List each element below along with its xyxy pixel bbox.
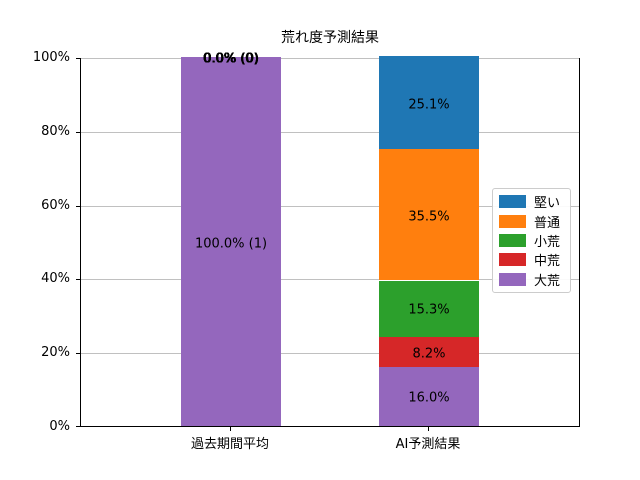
legend-item-大荒: 大荒 — [499, 270, 564, 289]
bar-segment-label: 0.0% (0) — [203, 51, 259, 67]
y-axis-tick-label: 60% — [41, 197, 70, 213]
bar-segment-大荒 — [181, 57, 281, 426]
y-axis-tick-mark — [76, 279, 80, 281]
plot-area: 100.0% (1) 0.0% (0) 0.0% (0) 0.0% (0) 0.0% (… — [80, 53, 580, 427]
legend-item-普通: 普通 — [499, 212, 564, 231]
legend-label: 小荒 — [534, 234, 561, 250]
legend-swatch — [499, 195, 526, 209]
bar-segment-label: 8.2% — [412, 346, 446, 362]
bar-segment-label: 15.3% — [408, 302, 450, 318]
gridline-20% — [81, 353, 579, 355]
legend-swatch — [499, 233, 526, 247]
legend-swatch — [499, 272, 526, 286]
bar-segment-小荒 — [379, 281, 479, 337]
legend-item-小荒: 小荒 — [499, 231, 564, 250]
y-axis-tick-mark — [76, 58, 80, 59]
bar-segment-label: 0.0% (0) — [203, 51, 259, 67]
y-axis-tick-mark — [76, 205, 80, 207]
legend-label: 普通 — [534, 215, 561, 231]
bar-segment-普通 — [379, 149, 479, 280]
x-axis-tick-mark — [230, 427, 231, 431]
y-axis-tick-mark — [76, 131, 80, 133]
y-axis-tick-mark — [76, 353, 80, 355]
legend-swatch — [499, 253, 526, 267]
x-axis-tick-mark — [428, 427, 429, 431]
legend: 堅い普通小荒中荒大荒 — [492, 188, 571, 293]
legend-label: 中荒 — [534, 254, 561, 270]
legend-item-堅い: 堅い — [499, 192, 564, 211]
y-axis-tick-label: 40% — [41, 271, 70, 287]
chart-title: 荒れ度予測結果 — [281, 30, 379, 46]
y-axis-tick-label: 100% — [32, 50, 70, 65]
legend-item-中荒: 中荒 — [499, 250, 564, 269]
gridline-40% — [81, 279, 579, 281]
bar-segment-中荒 — [379, 337, 479, 367]
y-axis-tick-label: 80% — [41, 123, 70, 139]
x-axis-tick-label: 過去期間平均 — [190, 437, 269, 452]
y-axis-tick-label: 20% — [41, 345, 70, 361]
y-axis-tick-label: 0% — [49, 419, 70, 434]
legend-label: 堅い — [534, 196, 561, 212]
bar-segment-label: 0.0% (0) — [203, 51, 259, 67]
bar-segment-label: 16.0% — [408, 390, 450, 406]
legend-swatch — [499, 214, 526, 228]
x-axis-tick-label: AI予測結果 — [395, 437, 461, 452]
gridline-100% — [81, 58, 579, 59]
bar-segment-大荒 — [379, 367, 479, 426]
y-axis-tick-mark — [76, 426, 80, 427]
bar-segment-堅い — [379, 56, 479, 149]
bar-segment-label: 25.1% — [408, 97, 450, 113]
bar-segment-label: 0.0% (0) — [203, 51, 259, 67]
bar-segment-label: 35.5% — [408, 209, 450, 225]
gridline-80% — [81, 131, 579, 133]
legend-label: 大荒 — [534, 273, 561, 289]
gridline-60% — [81, 205, 579, 207]
bar-segment-label: 100.0% (1) — [194, 236, 268, 251]
